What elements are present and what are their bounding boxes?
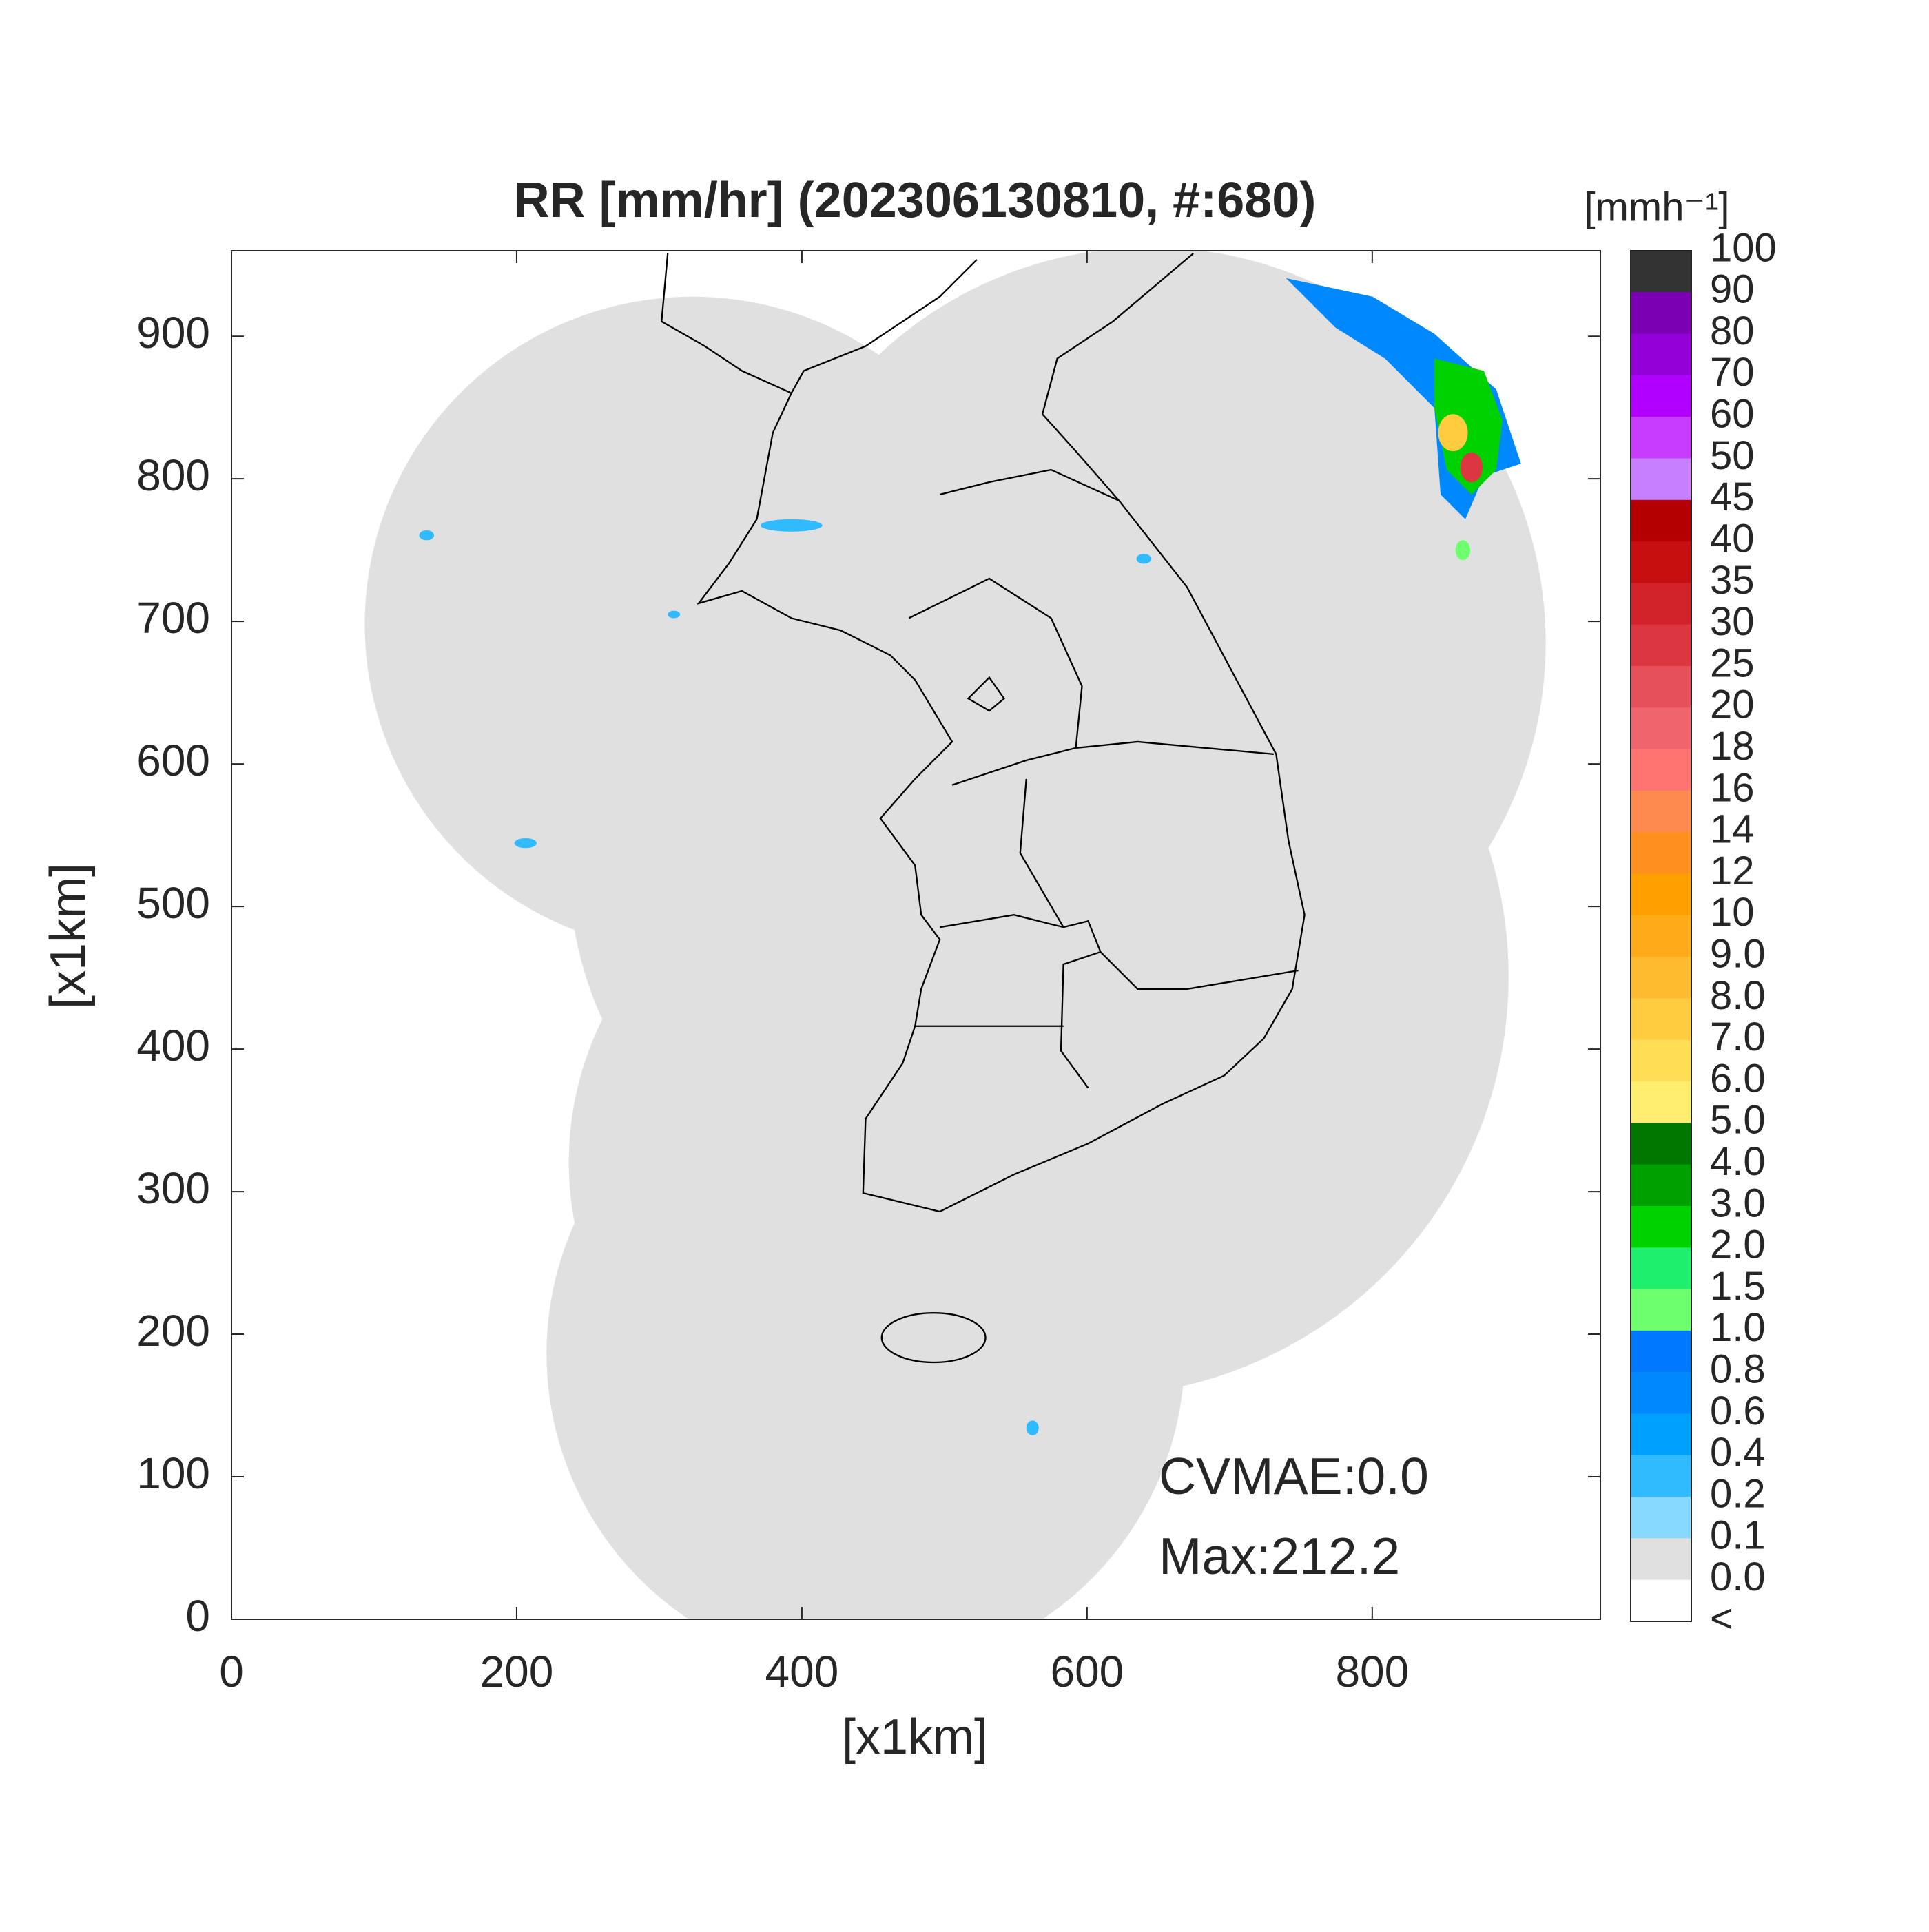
colorbar-bin [1631,375,1691,417]
colorbar-bin [1631,624,1691,667]
colorbar-label: 50 [1710,433,1755,478]
colorbar-label: 4.0 [1710,1139,1766,1184]
y-tick-label: 700 [136,593,210,643]
x-tick-label: 200 [480,1647,554,1696]
colorbar-label: 12 [1710,849,1755,893]
colorbar-bin [1631,707,1691,750]
colorbar-bin [1631,998,1691,1041]
colorbar-label: 8.0 [1710,973,1766,1018]
y-tick-label: 500 [136,878,210,928]
colorbar-label: 80 [1710,309,1755,353]
colorbar-bin [1631,333,1691,376]
colorbar-label: 1.5 [1710,1264,1766,1309]
colorbar-label: 70 [1710,350,1755,395]
colorbar-label: 10 [1710,890,1755,935]
colorbar-bin [1631,251,1691,293]
colorbar-label: < [1710,1596,1733,1641]
colorbar-label: 14 [1710,807,1755,852]
x-axis-label: [x1km] [842,1710,988,1765]
colorbar-label: 18 [1710,724,1755,769]
radar-coverage [364,251,1546,1620]
chart-title: RR [mm/hr] (202306130810, #:680) [514,173,1317,228]
colorbar-bin [1631,458,1691,501]
colorbar-label: 35 [1710,558,1755,603]
y-tick-label: 300 [136,1163,210,1213]
colorbar-bin [1631,832,1691,875]
colorbar-bin [1631,541,1691,583]
colorbar-label: 0.1 [1710,1513,1766,1558]
y-tick-label: 800 [136,450,210,500]
colorbar-label: 5.0 [1710,1098,1766,1143]
colorbar-unit: [mmh⁻¹] [1584,185,1729,229]
colorbar-label: 2.0 [1710,1223,1766,1267]
colorbar-bin [1631,1289,1691,1331]
y-tick-label: 900 [136,308,210,357]
y-tick-label: 200 [136,1306,210,1355]
colorbar-bin [1631,1205,1691,1248]
colorbar-bin [1631,666,1691,708]
colorbar-bin [1631,1455,1691,1497]
colorbar-bin [1631,1579,1691,1622]
colorbar-bin [1631,1330,1691,1373]
colorbar-label: 9.0 [1710,931,1766,976]
colorbar-label: 0.0 [1710,1555,1766,1599]
y-axis-label: [x1km] [41,863,96,1009]
colorbar-label: 100 [1710,225,1777,270]
colorbar-label: 30 [1710,599,1755,644]
colorbar-label: 20 [1710,683,1755,727]
colorbar-bin [1631,790,1691,833]
map-layer [364,251,1546,1620]
colorbar-label: 3.0 [1710,1181,1766,1225]
colorbar-label: 16 [1710,765,1755,810]
colorbar-bin [1631,873,1691,916]
annotation: Max:212.2 [1159,1527,1400,1585]
coastline [661,253,1306,1364]
colorbar-label: 25 [1710,641,1755,685]
colorbar-label: 0.2 [1710,1471,1766,1516]
colorbar-bin [1631,499,1691,542]
colorbar-label: 1.0 [1710,1305,1766,1350]
y-tick-label: 400 [136,1021,210,1070]
colorbar-label: 0.8 [1710,1347,1766,1392]
colorbar-frame [1630,250,1692,1622]
y-tick-label: 0 [185,1591,210,1641]
colorbar-bin [1631,1123,1691,1165]
colorbar-label: 0.4 [1710,1430,1766,1475]
x-tick-label: 0 [219,1647,244,1696]
precip [419,278,1521,1435]
colorbar-label: 0.6 [1710,1389,1766,1433]
colorbar-label: 45 [1710,475,1755,519]
colorbar-bin [1631,1497,1691,1539]
colorbar-bin [1631,1247,1691,1290]
colorbar-bin [1631,1538,1691,1581]
colorbar-bin [1631,915,1691,957]
colorbar-bin [1631,292,1691,335]
annotation: CVMAE:0.0 [1159,1447,1429,1505]
colorbar-bin [1631,957,1691,999]
x-tick-label: 600 [1050,1647,1124,1696]
colorbar-bin [1631,1413,1691,1456]
x-tick-label: 400 [765,1647,839,1696]
colorbar-bin [1631,1039,1691,1082]
y-tick-label: 600 [136,736,210,785]
colorbar-label: 40 [1710,516,1755,561]
colorbar-bin [1631,1164,1691,1207]
colorbar-bin [1631,417,1691,459]
colorbar-bin [1631,1081,1691,1123]
x-tick-label: 800 [1335,1647,1409,1696]
axes-box [231,250,1601,1620]
colorbar-bin [1631,749,1691,791]
colorbar-bin [1631,583,1691,625]
colorbar-label: 90 [1710,267,1755,312]
colorbar-label: 6.0 [1710,1056,1766,1101]
colorbar-bin [1631,1372,1691,1414]
colorbar-label: 7.0 [1710,1015,1766,1059]
y-tick-label: 100 [136,1448,210,1498]
colorbar-label: 60 [1710,392,1755,437]
